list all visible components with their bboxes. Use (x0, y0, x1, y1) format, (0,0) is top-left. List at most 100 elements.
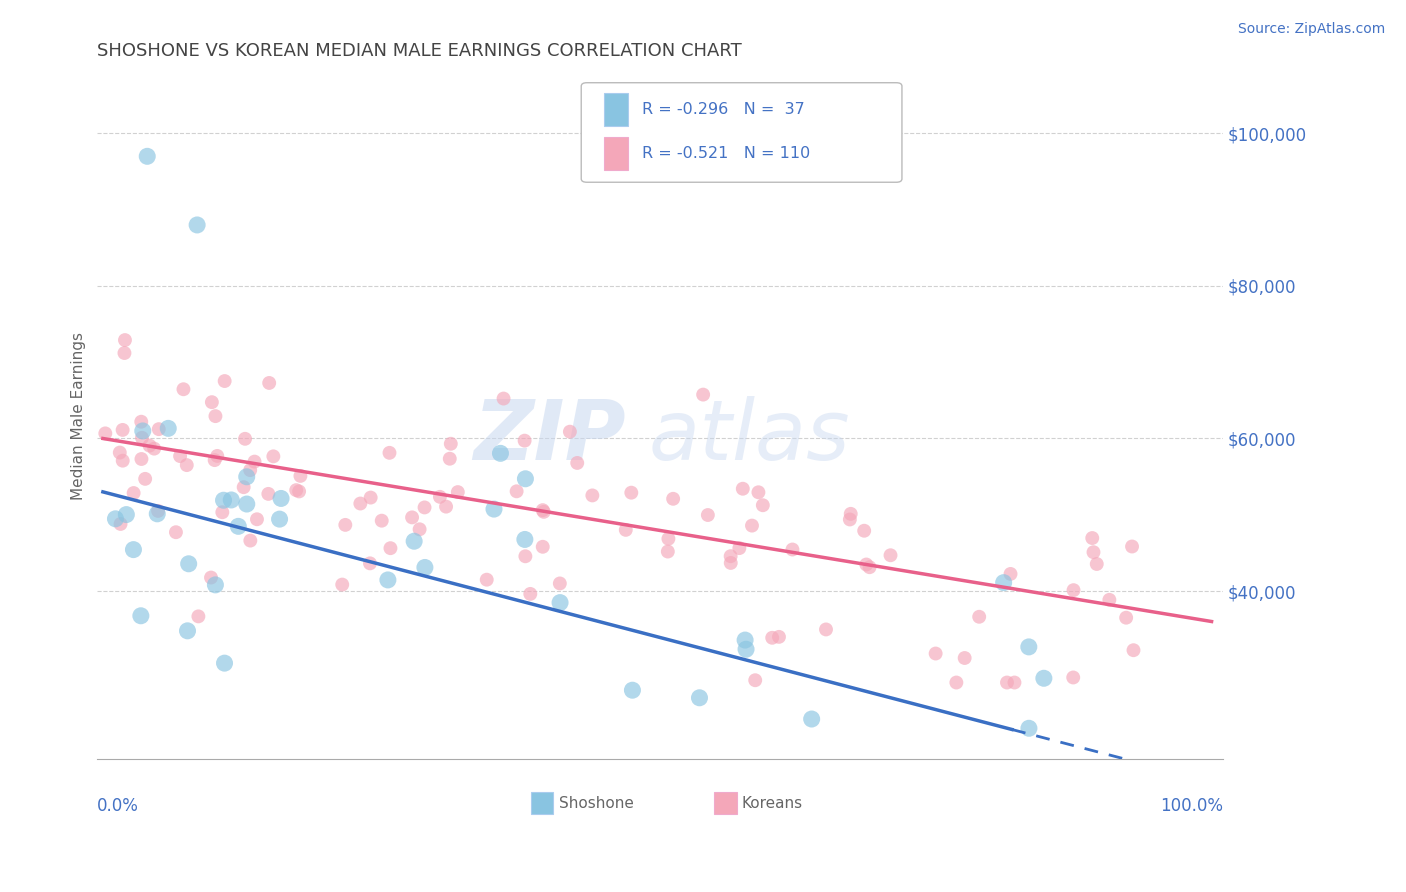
FancyBboxPatch shape (603, 93, 628, 126)
Point (814, 623, 837, 637)
Text: atlas: atlas (648, 396, 851, 476)
Point (177, 557, 200, 571)
Point (270, 491, 292, 506)
Point (995, 675, 1018, 690)
Point (1004, 675, 1026, 690)
Point (747, 485, 769, 500)
Point (146, 504, 169, 518)
Point (360, 491, 382, 505)
Point (110, 516, 132, 531)
Point (1115, 610, 1137, 624)
Point (172, 382, 194, 396)
Point (401, 510, 423, 524)
Point (371, 514, 394, 528)
Point (122, 486, 145, 500)
Point (924, 647, 946, 661)
Point (720, 549, 742, 564)
Text: Source: ZipAtlas.com: Source: ZipAtlas.com (1237, 22, 1385, 37)
Point (439, 451, 461, 466)
Point (728, 541, 751, 555)
Point (232, 480, 254, 494)
Point (288, 484, 311, 499)
Point (104, 512, 127, 526)
Point (129, 608, 152, 623)
Point (513, 533, 536, 547)
Point (548, 576, 571, 591)
Point (689, 690, 711, 705)
Point (621, 683, 644, 698)
Text: ZIP: ZIP (474, 396, 626, 476)
Point (335, 517, 357, 532)
Point (696, 508, 718, 522)
Point (614, 523, 637, 537)
Point (235, 470, 257, 484)
Point (839, 507, 862, 521)
Point (782, 542, 804, 557)
Point (515, 549, 537, 564)
Point (122, 542, 145, 557)
FancyBboxPatch shape (530, 792, 553, 814)
Point (515, 472, 537, 486)
Point (186, 218, 208, 232)
Point (531, 503, 554, 517)
Point (1000, 566, 1022, 581)
Point (838, 512, 860, 526)
Point (146, 507, 169, 521)
Point (1083, 545, 1105, 559)
Text: R = -0.296   N =  37: R = -0.296 N = 37 (643, 102, 804, 117)
Point (211, 505, 233, 519)
Point (148, 422, 170, 436)
Point (226, 519, 249, 533)
Point (855, 558, 877, 572)
Point (800, 712, 823, 726)
Point (482, 502, 505, 516)
Point (1122, 643, 1144, 657)
Point (413, 500, 436, 515)
Point (176, 458, 198, 472)
Point (735, 642, 758, 657)
Point (413, 560, 436, 574)
Point (115, 508, 138, 522)
Point (734, 633, 756, 648)
Point (262, 450, 284, 464)
Text: 0.0%: 0.0% (97, 797, 139, 814)
Point (531, 540, 554, 554)
Point (212, 493, 235, 508)
Point (620, 485, 643, 500)
Text: 100.0%: 100.0% (1160, 797, 1223, 814)
Point (204, 578, 226, 592)
Y-axis label: Median Male Earnings: Median Male Earnings (72, 332, 86, 500)
Point (204, 409, 226, 424)
Point (657, 544, 679, 558)
Point (761, 631, 783, 645)
Point (129, 415, 152, 429)
Point (879, 548, 901, 562)
Point (236, 497, 259, 511)
Point (853, 524, 876, 538)
Point (567, 456, 589, 470)
Text: R = -0.521   N = 110: R = -0.521 N = 110 (643, 145, 810, 161)
Point (440, 436, 463, 450)
FancyBboxPatch shape (603, 136, 628, 169)
Point (257, 487, 280, 501)
Point (290, 469, 312, 483)
Point (187, 609, 209, 624)
FancyBboxPatch shape (714, 792, 737, 814)
Point (492, 392, 515, 406)
Point (752, 498, 775, 512)
Point (858, 560, 880, 574)
Point (1062, 671, 1084, 685)
Point (136, 149, 159, 163)
Point (219, 493, 242, 508)
Point (447, 485, 470, 500)
Point (519, 587, 541, 601)
Point (378, 446, 401, 460)
Point (257, 376, 280, 390)
Text: SHOSHONE VS KOREAN MEDIAN MALE EARNINGS CORRELATION CHART: SHOSHONE VS KOREAN MEDIAN MALE EARNINGS … (97, 42, 742, 60)
Point (744, 673, 766, 688)
Point (513, 434, 536, 448)
Point (692, 387, 714, 401)
Point (243, 455, 266, 469)
Point (214, 374, 236, 388)
Point (953, 651, 976, 665)
